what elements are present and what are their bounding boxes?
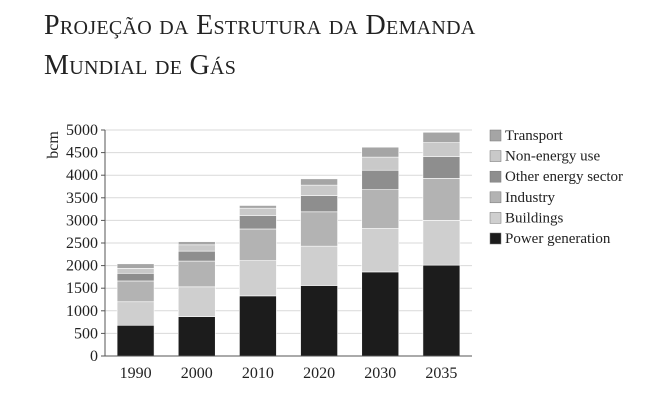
bar-segment — [239, 205, 277, 209]
bar-segment — [361, 189, 400, 229]
y-tick-label: 3500 — [66, 190, 98, 207]
legend-label: Other energy sector — [505, 169, 623, 185]
bar-segment — [116, 301, 155, 326]
bar-segment — [239, 215, 277, 230]
bar-segment — [177, 244, 216, 252]
legend-label: Non-energy use — [505, 149, 600, 165]
legend-swatch — [489, 129, 502, 142]
gridlines — [101, 129, 472, 357]
bar-segment — [300, 285, 338, 357]
y-tick-label: 2500 — [66, 235, 98, 252]
bar-segment — [177, 241, 216, 246]
bar-segment — [361, 169, 400, 190]
legend: Transport Non-energy use Other energy sect… — [489, 128, 623, 247]
legend-label: Power generation — [505, 231, 611, 247]
bar-segment — [116, 324, 155, 357]
y-tick-label: 5000 — [66, 122, 98, 139]
bar-segment — [116, 268, 155, 274]
bar-segment — [422, 142, 461, 157]
legend-swatch — [489, 150, 502, 162]
bar-segment — [422, 131, 461, 143]
y-tick-label: 1500 — [66, 280, 98, 297]
bar-segment — [300, 195, 338, 213]
bar-segment — [177, 250, 216, 262]
bar-segment — [239, 207, 277, 216]
bar-segment — [361, 228, 400, 273]
x-tick-label: 2020 — [303, 365, 335, 382]
bar-segment — [116, 263, 155, 269]
bar-segment — [361, 156, 400, 171]
y-tick-label: 3000 — [66, 212, 98, 229]
y-tick-label: 4000 — [66, 167, 98, 184]
bar-segment — [422, 220, 461, 266]
bar-segment — [177, 316, 216, 357]
y-tick-labels: 0 500 1000 1500 2000 2500 3000 3500 4000 4500 5000 — [66, 122, 98, 365]
legend-label: Buildings — [505, 210, 564, 226]
bar-segment — [300, 211, 338, 247]
bar-segment — [177, 286, 216, 317]
legend-swatch — [489, 170, 502, 183]
x-tick-label: 1990 — [120, 365, 152, 382]
bar-segment — [422, 264, 461, 357]
bar-segment — [177, 260, 216, 288]
legend-label: Industry — [505, 190, 555, 206]
y-tick-label: 0 — [90, 348, 98, 365]
chart-title-line-2: Mundial de Gás — [44, 50, 237, 81]
y-tick-label: 500 — [74, 325, 98, 342]
bar-segment — [239, 260, 277, 297]
x-tick-label: 2035 — [425, 365, 457, 382]
x-tick-label: 2030 — [364, 365, 396, 382]
x-tick-label: 2000 — [181, 365, 213, 382]
bar-segment — [300, 245, 338, 286]
legend-swatch — [489, 232, 502, 245]
legend-swatch — [489, 212, 502, 224]
x-tick-label: 2010 — [242, 365, 274, 382]
x-tick-labels: 1990 2000 2010 2020 2030 2035 — [120, 365, 458, 382]
bar-segment — [422, 178, 461, 221]
bar-segment — [422, 156, 461, 179]
chart-title-line-1: Projeção da Estrutura da Demanda — [44, 10, 476, 41]
bar-segment — [116, 280, 155, 303]
y-tick-label: 4500 — [66, 145, 98, 162]
bar-segment — [361, 271, 400, 357]
bar-segment — [239, 295, 277, 357]
bar-segment — [300, 184, 338, 196]
bar-segment — [116, 272, 155, 282]
bars — [116, 131, 461, 357]
y-tick-label: 1000 — [66, 303, 98, 320]
bar-segment — [239, 228, 277, 261]
legend-swatch — [489, 191, 502, 204]
legend-label: Transport — [505, 128, 564, 144]
axes — [104, 130, 472, 357]
chart-title: Projeção da Estrutura da Demanda Mundial… — [44, 6, 634, 86]
bar-segment — [361, 146, 400, 158]
bar-segment — [300, 178, 338, 186]
y-axis-title: bcm — [45, 131, 62, 159]
y-tick-label: 2000 — [66, 258, 98, 275]
